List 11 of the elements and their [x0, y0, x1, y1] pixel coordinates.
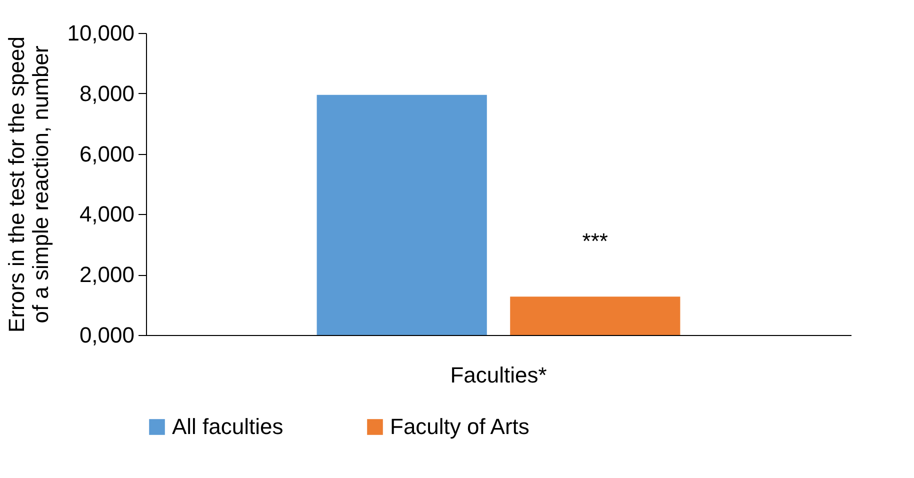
y-tick-label: 6,000 — [79, 141, 134, 166]
y-tick-label: 2,000 — [79, 262, 134, 288]
legend-label: Faculty of Arts — [390, 414, 530, 439]
y-axis-title: Errors in the test for the speed of a simple reaction, number — [4, 36, 54, 332]
legend-label: All faculties — [172, 414, 284, 439]
y-tick-label: 10,000 — [67, 20, 134, 46]
annotation: *** — [582, 228, 608, 254]
y-tick-label: 8,000 — [79, 80, 134, 106]
y-tick-label: 4,000 — [79, 202, 134, 227]
x-tick-label: Faculties* — [450, 362, 548, 388]
y-tick-label: 0,000 — [79, 322, 134, 348]
